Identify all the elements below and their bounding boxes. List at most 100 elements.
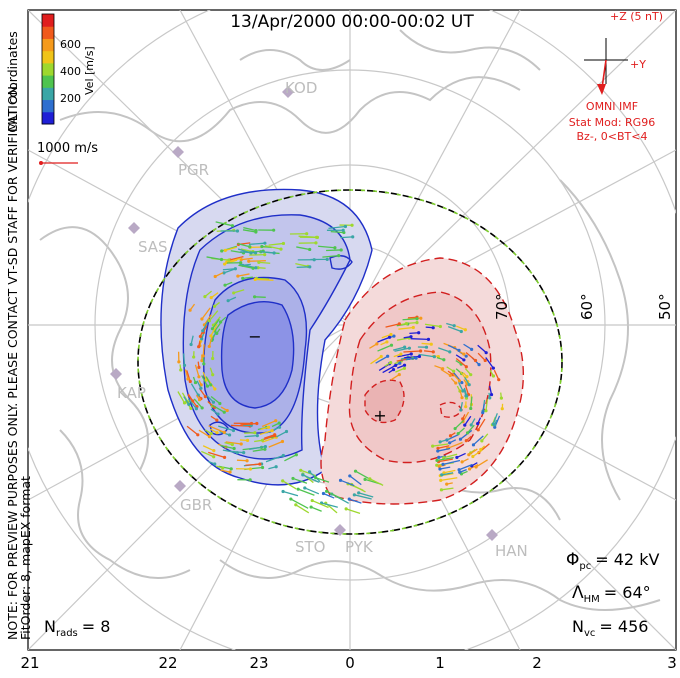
vector-origin	[213, 462, 216, 465]
vector-origin	[453, 324, 456, 327]
vector-origin	[282, 242, 285, 245]
velocity-vector	[249, 255, 264, 256]
station-gbr: GBR	[180, 496, 212, 514]
vector-origin	[463, 424, 466, 427]
vector-origin	[241, 277, 244, 280]
vector-origin	[227, 299, 230, 302]
vector-origin	[285, 430, 288, 433]
velocity-vector	[203, 344, 204, 356]
vector-origin	[198, 398, 201, 401]
imf-source: OMNI IMF	[586, 100, 638, 113]
vector-origin	[427, 338, 430, 341]
vector-origin	[457, 432, 460, 435]
vector-origin	[213, 387, 216, 390]
vector-origin	[201, 406, 204, 409]
vector-origin	[272, 229, 275, 232]
vector-origin	[454, 381, 457, 384]
vector-origin	[465, 375, 468, 378]
phi-pc-value: = 42 kV	[595, 550, 659, 569]
vector-origin	[201, 329, 204, 332]
colorbar-segment	[42, 51, 54, 64]
velocity-vector	[259, 262, 270, 263]
vector-origin	[227, 258, 230, 261]
vector-origin	[231, 443, 234, 446]
vector-origin	[194, 381, 197, 384]
vector-origin	[263, 448, 266, 451]
vector-origin	[472, 443, 475, 446]
vector-origin	[275, 465, 278, 468]
vector-origin	[445, 483, 448, 486]
vector-origin	[388, 336, 391, 339]
vector-origin	[368, 477, 371, 480]
vector-origin	[251, 267, 254, 270]
vector-origin	[392, 368, 395, 371]
vector-origin	[254, 278, 257, 281]
vector-origin	[196, 433, 199, 436]
colorbar-segment	[42, 112, 54, 125]
vector-origin	[452, 370, 455, 373]
vector-origin	[245, 459, 248, 462]
station-pyk: PYK	[345, 538, 374, 556]
vector-origin	[333, 246, 336, 249]
fitorder-note: FitOrder: 8, mapEX format	[18, 476, 33, 640]
imf-z-label: +Z (5 nT)	[610, 10, 663, 23]
vector-origin	[399, 353, 402, 356]
vector-origin	[257, 261, 260, 264]
vector-origin	[215, 332, 218, 335]
vector-origin	[278, 426, 281, 429]
vector-origin	[291, 477, 294, 480]
vector-origin	[210, 432, 213, 435]
vector-origin	[464, 328, 467, 331]
vector-origin	[337, 254, 340, 257]
vector-origin	[488, 396, 491, 399]
vector-origin	[342, 229, 345, 232]
vector-origin	[462, 352, 465, 355]
vector-origin	[322, 492, 325, 495]
station-sas: SAS	[138, 238, 168, 256]
vector-origin	[210, 296, 213, 299]
vector-origin	[363, 478, 366, 481]
vector-origin	[435, 459, 438, 462]
scale-vector-label: 1000 m/s	[37, 141, 98, 156]
colorbar-segment	[42, 14, 54, 27]
vector-origin	[187, 403, 190, 406]
vector-origin	[468, 467, 471, 470]
vector-origin	[490, 393, 493, 396]
vector-origin	[232, 291, 235, 294]
vector-origin	[295, 453, 298, 456]
velocity-vector	[184, 353, 185, 365]
vector-origin	[449, 374, 452, 377]
vector-origin	[459, 408, 462, 411]
vector-origin	[314, 476, 317, 479]
neg-center-symbol: −	[248, 327, 261, 346]
vector-origin	[228, 471, 231, 474]
vector-origin	[279, 248, 282, 251]
vector-origin	[348, 498, 351, 501]
vector-origin	[263, 242, 266, 245]
vector-origin	[294, 503, 297, 506]
vector-origin	[219, 320, 222, 323]
vector-origin	[477, 363, 480, 366]
vector-origin	[357, 491, 360, 494]
vector-origin	[441, 463, 444, 466]
vector-origin	[289, 497, 292, 500]
lambda-subscript: HM	[584, 594, 600, 605]
vector-origin	[457, 468, 460, 471]
nvc-subscript: vc	[584, 628, 595, 639]
station-sto: STO	[295, 538, 326, 556]
vector-origin	[460, 396, 463, 399]
mlt-label-0: 0	[345, 654, 355, 672]
station-pgr: PGR	[178, 161, 209, 179]
colorbar-tick-400: 400	[60, 65, 81, 78]
vector-origin	[246, 439, 249, 442]
vector-origin	[417, 331, 420, 334]
vector-origin	[197, 375, 200, 378]
vector-origin	[385, 340, 388, 343]
vector-origin	[197, 345, 200, 348]
vector-origin	[415, 321, 418, 324]
vector-origin	[392, 334, 395, 337]
vector-origin	[254, 230, 257, 233]
vector-origin	[470, 423, 473, 426]
velocity-vector	[255, 279, 273, 280]
vector-origin	[418, 355, 421, 358]
